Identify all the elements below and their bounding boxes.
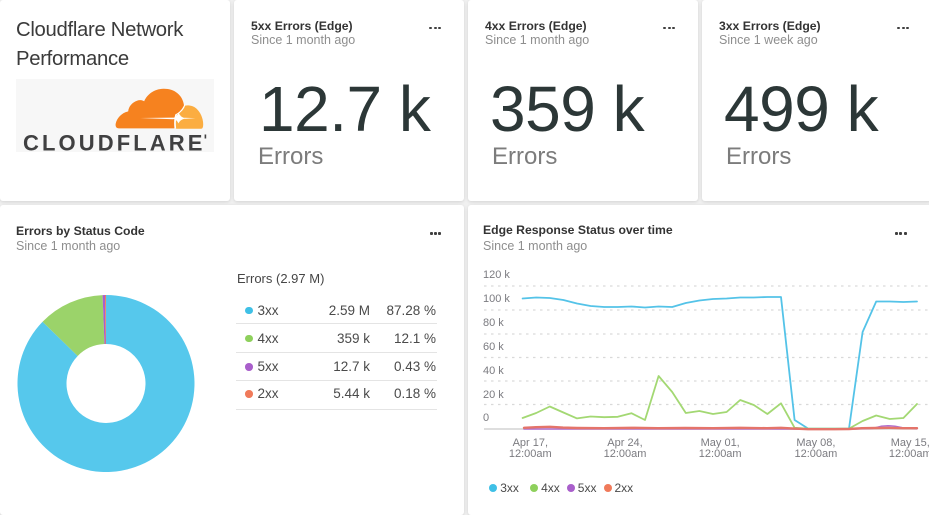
svg-text:CLOUDFLARE: CLOUDFLARE (23, 131, 206, 153)
